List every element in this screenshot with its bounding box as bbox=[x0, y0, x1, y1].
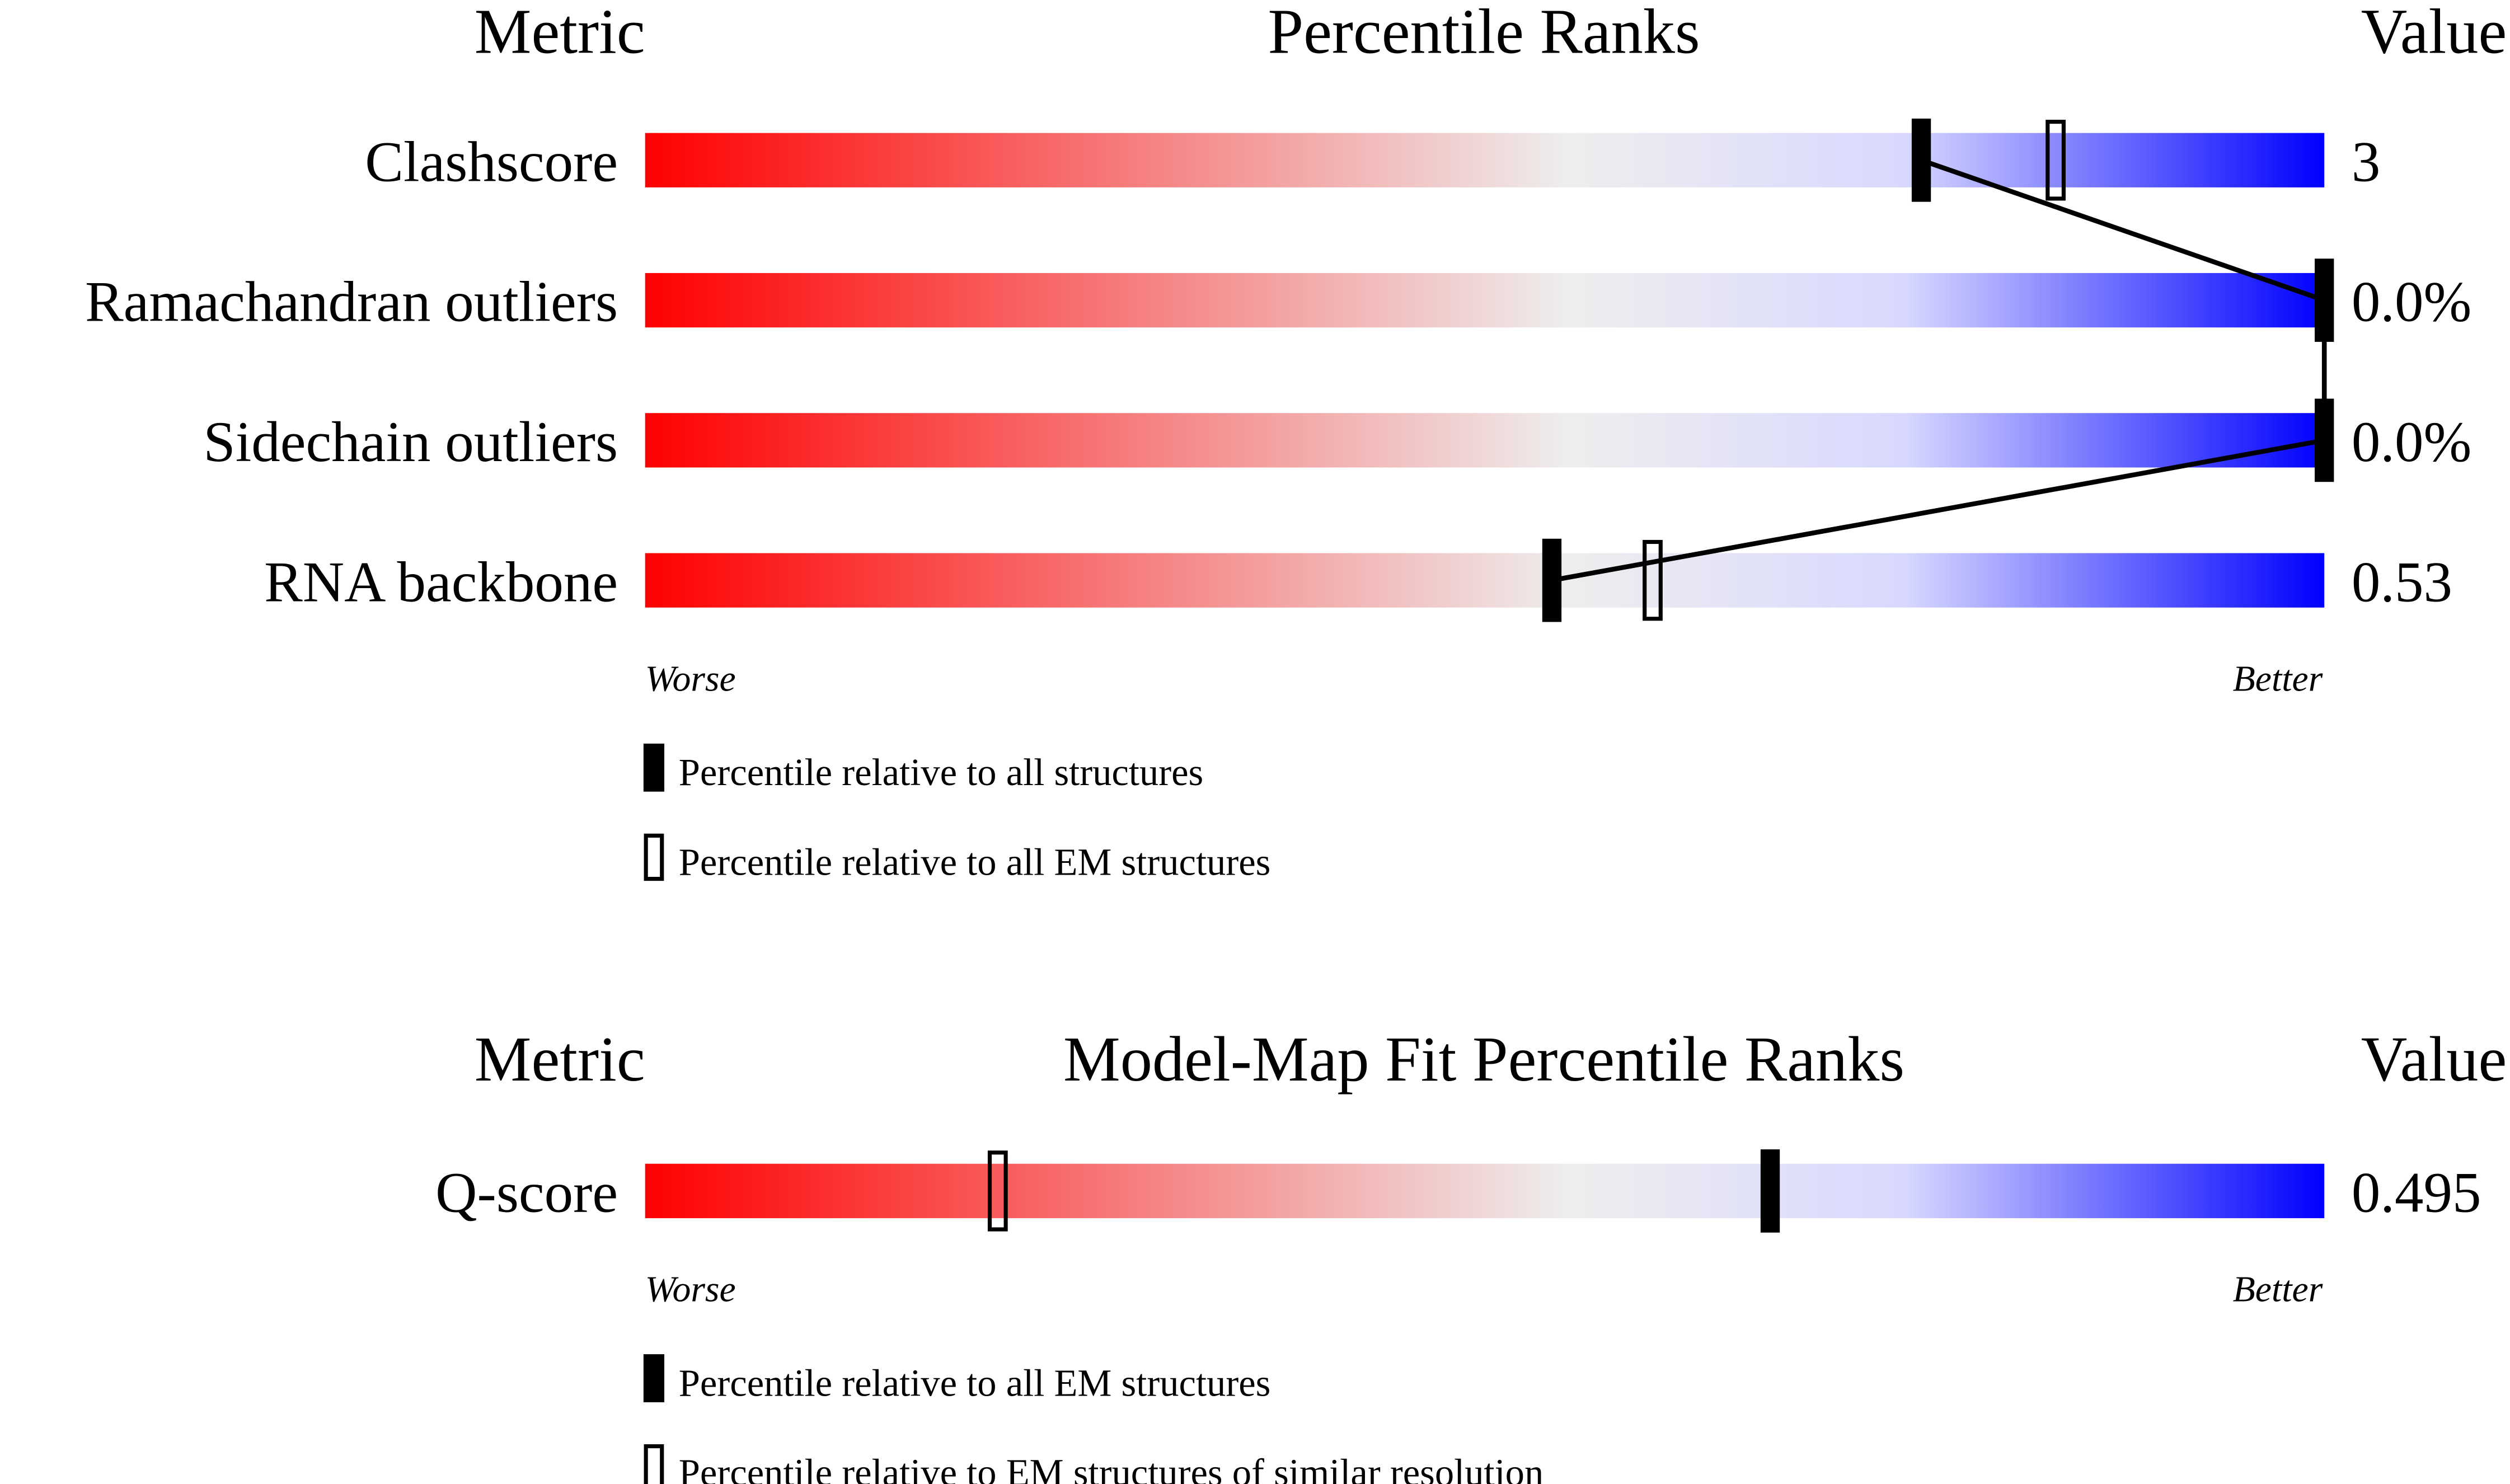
row-clashscore: Clashscore 3 bbox=[365, 118, 2380, 202]
legend-item: Percentile relative to EM structures of … bbox=[644, 1444, 1544, 1484]
metric-value: 0.53 bbox=[2352, 550, 2452, 614]
metric-value: 0.0% bbox=[2352, 270, 2472, 334]
better-label: Better bbox=[2233, 658, 2323, 699]
open-percentile-marker bbox=[2045, 120, 2066, 201]
percentile-bar bbox=[645, 133, 2325, 187]
worse-label: Worse bbox=[645, 658, 736, 699]
row-ramachandran-outliers: Ramachandran outliers 0.0% bbox=[85, 259, 2471, 342]
legend-label: Percentile relative to all EM structures bbox=[679, 1361, 1271, 1404]
filled-marker-swatch bbox=[643, 743, 665, 792]
better-label: Better bbox=[2233, 1269, 2323, 1310]
metric-label: Ramachandran outliers bbox=[85, 270, 618, 334]
legend-item: Percentile relative to all EM structures bbox=[644, 833, 1271, 883]
chart-title: Model-Map Fit Percentile Ranks bbox=[1063, 1023, 1904, 1095]
metric-value: 0.0% bbox=[2352, 410, 2472, 474]
metric-header: Metric bbox=[475, 1023, 645, 1095]
row-sidechain-outliers: Sidechain outliers 0.0% bbox=[203, 398, 2471, 482]
metric-label: Clashscore bbox=[365, 130, 618, 194]
legend-item: Percentile relative to all structures bbox=[643, 743, 1204, 793]
value-header: Value bbox=[2361, 1023, 2507, 1095]
chart-model-map-fit: Metric Model-Map Fit Percentile Ranks Valu… bbox=[435, 1023, 2507, 1484]
connector-line bbox=[1551, 158, 2327, 583]
metric-value: 0.495 bbox=[2352, 1161, 2481, 1225]
open-marker-swatch bbox=[644, 833, 664, 881]
percentile-bar bbox=[645, 553, 2325, 608]
metric-label: Q-score bbox=[435, 1161, 618, 1225]
metric-label: Sidechain outliers bbox=[203, 410, 618, 474]
chart-title: Percentile Ranks bbox=[1268, 0, 1700, 67]
percentile-bar bbox=[645, 413, 2325, 468]
row-q-score: Q-score 0.495 bbox=[435, 1149, 2481, 1233]
legend-label: Percentile relative to all EM structures bbox=[679, 840, 1271, 883]
legend-item: Percentile relative to all EM structures bbox=[643, 1354, 1271, 1404]
metric-value: 3 bbox=[2352, 130, 2380, 194]
percentile-bar bbox=[645, 1163, 2325, 1218]
legend-label: Percentile relative to all structures bbox=[679, 751, 1204, 793]
metric-header: Metric bbox=[475, 0, 645, 67]
legend-label: Percentile relative to EM structures of … bbox=[679, 1452, 1544, 1484]
open-percentile-marker bbox=[987, 1150, 1008, 1232]
filled-marker-swatch bbox=[643, 1354, 665, 1402]
open-percentile-marker bbox=[1643, 539, 1663, 621]
value-header: Value bbox=[2361, 0, 2507, 67]
worse-label: Worse bbox=[645, 1269, 736, 1310]
open-marker-swatch bbox=[644, 1444, 664, 1484]
row-rna-backbone: RNA backbone 0.53 bbox=[264, 538, 2452, 622]
chart-percentile-ranks: Metric Percentile Ranks Value Clashscore 3 Ra… bbox=[85, 0, 2507, 883]
metric-label: RNA backbone bbox=[264, 550, 618, 614]
filled-percentile-marker bbox=[1760, 1149, 1780, 1233]
percentile-bar bbox=[645, 273, 2325, 328]
